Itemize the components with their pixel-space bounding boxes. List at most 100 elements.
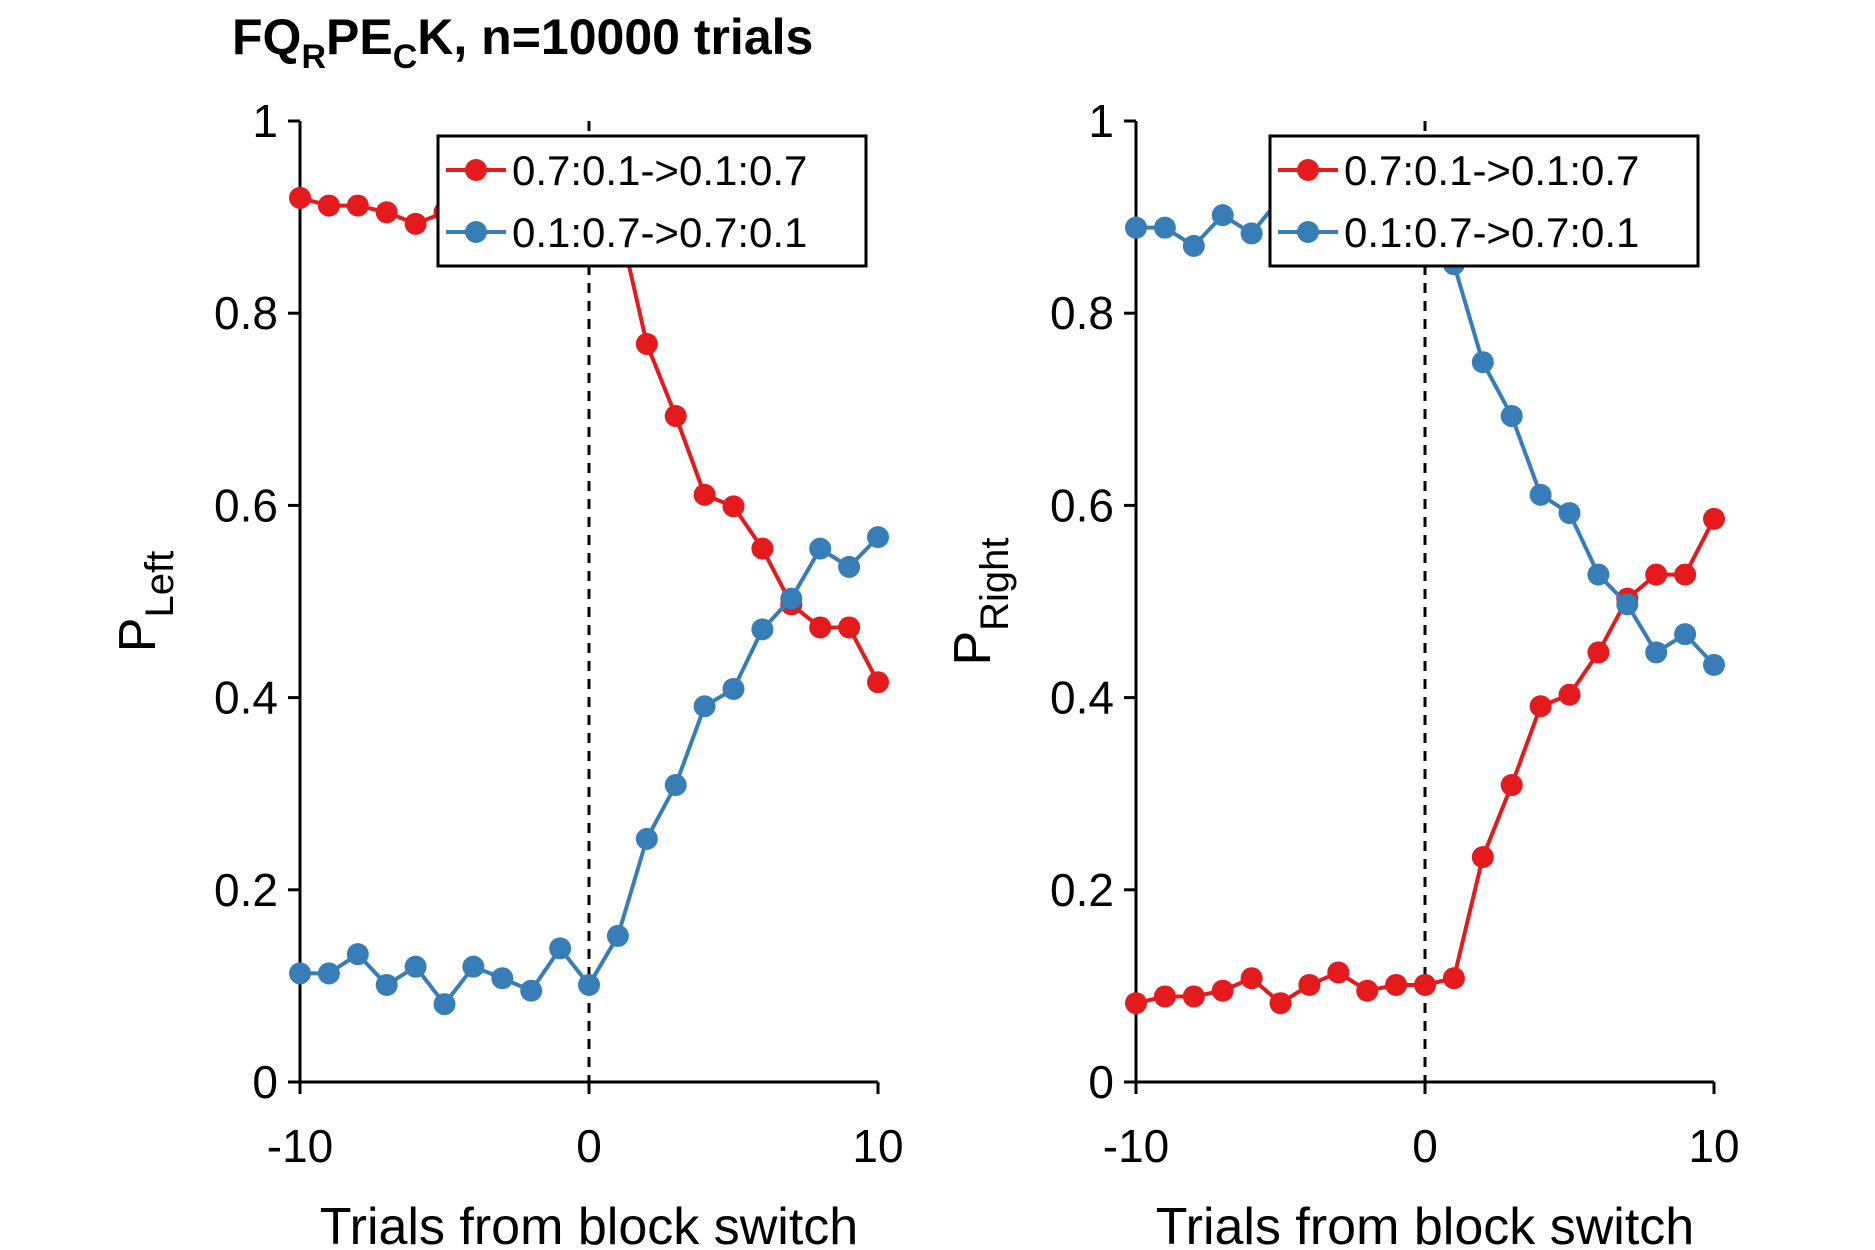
data-point xyxy=(1125,216,1147,239)
data-point xyxy=(491,967,514,990)
data-point xyxy=(1674,623,1697,646)
data-point xyxy=(1442,967,1465,990)
x-tick-label: 10 xyxy=(1688,1120,1739,1172)
y-tick-label: 0 xyxy=(252,1056,278,1108)
left-panel: 0 0.2 0.4 0.6 0.8 1 -10 0 10 Trials from block sw… xyxy=(109,95,904,1250)
data-point xyxy=(1327,961,1350,984)
data-point xyxy=(809,616,832,639)
y-tick-label: 0.2 xyxy=(1050,864,1114,916)
data-point xyxy=(751,537,774,560)
data-point xyxy=(289,962,311,985)
x-tick-label: -10 xyxy=(267,1120,333,1172)
x-tick-label: 0 xyxy=(576,1120,602,1172)
data-point xyxy=(1587,563,1610,586)
x-tick-label: 10 xyxy=(852,1120,903,1172)
data-point xyxy=(1529,695,1552,718)
data-point xyxy=(1471,351,1494,374)
data-point xyxy=(1240,222,1263,245)
data-point xyxy=(606,924,629,947)
data-point xyxy=(722,677,745,700)
data-point xyxy=(578,973,600,996)
data-point xyxy=(1645,563,1668,586)
y-tick-label: 0.8 xyxy=(214,287,278,339)
data-point xyxy=(664,774,687,797)
legend-box xyxy=(1268,134,1700,268)
data-point xyxy=(1703,507,1725,530)
x-axis-label: Trials from block switch xyxy=(1156,1198,1694,1250)
data-point xyxy=(722,495,745,518)
y-axis-label-main: P xyxy=(944,631,1002,666)
data-point xyxy=(1298,973,1321,996)
data-point xyxy=(549,937,572,960)
legend-entry-label: 0.1:0.7->0.7:0.1 xyxy=(512,209,807,256)
legend-box xyxy=(436,134,868,268)
data-point xyxy=(1153,216,1176,239)
legend-entry-label: 0.7:0.1->0.1:0.7 xyxy=(512,147,807,194)
data-point xyxy=(751,618,774,641)
data-point xyxy=(317,962,340,985)
data-point xyxy=(780,587,803,610)
data-point xyxy=(1558,502,1581,525)
data-point xyxy=(1356,979,1379,1002)
x-axis-label: Trials from block switch xyxy=(320,1198,858,1250)
data-point xyxy=(1182,985,1205,1008)
data-point xyxy=(346,194,369,217)
x-tick-label: -10 xyxy=(1103,1120,1169,1172)
data-point xyxy=(1471,846,1494,869)
y-axis-label-sub: Left xyxy=(138,551,182,618)
legend-entry-label: 0.7:0.1->0.1:0.7 xyxy=(1344,147,1639,194)
data-point xyxy=(1153,985,1176,1008)
data-point xyxy=(693,695,716,718)
y-tick-label: 1 xyxy=(252,95,278,147)
data-point xyxy=(1211,204,1234,227)
data-point xyxy=(346,943,369,966)
data-point xyxy=(1500,774,1523,797)
data-point xyxy=(1269,992,1292,1015)
legend-marker xyxy=(465,221,487,243)
y-tick-label: 0.8 xyxy=(1050,287,1114,339)
data-point xyxy=(1125,992,1147,1015)
chart-title: FQRPECK, n=10000 trials xyxy=(232,9,814,76)
data-point xyxy=(635,332,658,355)
data-point xyxy=(867,526,889,549)
y-axis-label: PRight xyxy=(944,537,1017,665)
data-point xyxy=(867,671,889,694)
data-point xyxy=(1385,973,1408,996)
data-point xyxy=(375,973,398,996)
y-tick-label: 0.4 xyxy=(1050,672,1114,724)
y-tick-label: 0.4 xyxy=(214,672,278,724)
y-tick-label: 0.2 xyxy=(214,864,278,916)
data-point xyxy=(289,186,311,209)
legend-marker xyxy=(1297,159,1319,181)
data-point xyxy=(404,955,427,978)
data-point xyxy=(404,212,427,235)
right-panel: 0 0.2 0.4 0.6 0.8 1 -10 0 10 Trials from block sw… xyxy=(944,95,1740,1250)
data-point xyxy=(1240,967,1263,990)
data-point xyxy=(693,483,716,506)
y-tick-label: 0.6 xyxy=(1050,479,1114,531)
data-point xyxy=(635,827,658,850)
data-point xyxy=(838,616,861,639)
y-axis-label: PLeft xyxy=(109,551,182,652)
data-point xyxy=(664,405,687,428)
data-point xyxy=(1414,973,1436,996)
y-tick-label: 1 xyxy=(1088,95,1114,147)
data-point xyxy=(1211,979,1234,1002)
data-point xyxy=(838,555,861,578)
legend-marker xyxy=(465,159,487,181)
data-point xyxy=(1558,683,1581,706)
data-point xyxy=(317,194,340,217)
data-point xyxy=(433,993,456,1016)
legend-entry-label: 0.1:0.7->0.7:0.1 xyxy=(1344,209,1639,256)
legend-marker xyxy=(1297,221,1319,243)
x-tick-label: 0 xyxy=(1412,1120,1438,1172)
data-point xyxy=(1645,641,1668,664)
data-point xyxy=(520,979,543,1002)
data-point xyxy=(1182,234,1205,257)
data-point xyxy=(1616,593,1639,616)
y-tick-label: 0.6 xyxy=(214,479,278,531)
y-tick-label: 0 xyxy=(1088,1056,1114,1108)
data-point xyxy=(1703,653,1725,676)
